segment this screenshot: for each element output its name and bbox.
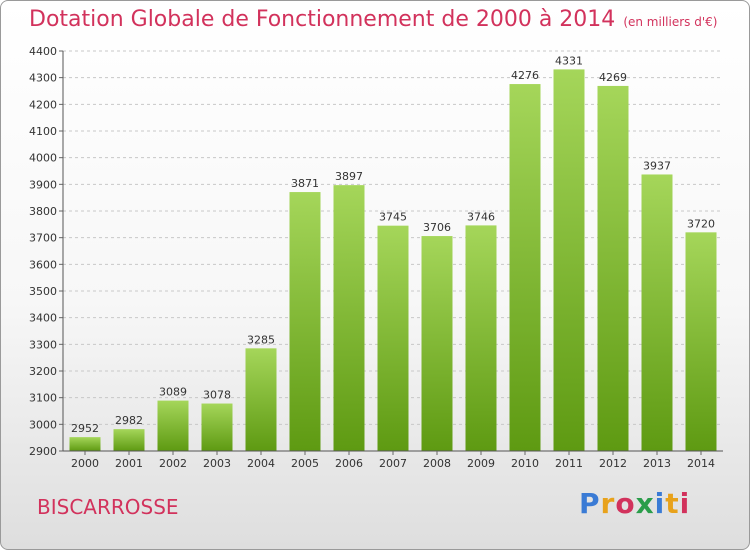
bar (421, 236, 453, 451)
y-tick-label: 3300 (29, 338, 57, 351)
y-tick-label: 3200 (29, 365, 57, 378)
bar (333, 185, 365, 451)
x-axis: 2000 2001 2002 2003 2004 2005 2006 2007 2008 2009… (63, 450, 723, 470)
bar-value-label: 3745 (379, 211, 407, 224)
bar-value-label: 3285 (247, 333, 275, 346)
bar-value-label: 4276 (511, 69, 539, 82)
bar (553, 69, 585, 452)
bar-value-label: 2952 (71, 422, 99, 435)
y-tick-label: 2900 (29, 445, 57, 458)
city-name: BISCARROSSE (37, 495, 179, 519)
bar-value-label: 3871 (291, 177, 319, 190)
bar (597, 85, 629, 451)
bar-value-label: 3706 (423, 221, 451, 234)
x-tick-label: 2002 (159, 457, 187, 470)
bar (245, 348, 277, 451)
bar-value-label: 3720 (687, 217, 715, 230)
y-tick-label: 3600 (29, 258, 57, 271)
chart-title: Dotation Globale de Fonctionnement de 20… (29, 7, 717, 32)
y-tick-label: 3700 (29, 232, 57, 245)
y-tick-label: 3500 (29, 285, 57, 298)
y-tick-label: 4000 (29, 152, 57, 165)
y-axis: 2900 3000 3100 3200 3300 3400 3500 3600 3700 3800… (29, 45, 64, 458)
y-tick-label: 3900 (29, 178, 57, 191)
bar-value-label: 3746 (467, 210, 495, 223)
y-tick-label: 4300 (29, 72, 57, 85)
bar-value-label: 3078 (203, 389, 231, 402)
x-tick-label: 2010 (511, 457, 539, 470)
x-tick-label: 2008 (423, 457, 451, 470)
bar-value-label: 4331 (555, 54, 583, 67)
chart-unit: (en milliers d'€) (623, 15, 718, 29)
bar (201, 403, 233, 451)
x-tick-label: 2000 (71, 457, 99, 470)
bar (377, 225, 409, 451)
x-tick-label: 2012 (599, 457, 627, 470)
chart-title-text: Dotation Globale de Fonctionnement de 20… (29, 7, 616, 32)
y-tick-label: 4100 (29, 125, 57, 138)
x-tick-label: 2014 (687, 457, 715, 470)
x-tick-label: 2004 (247, 457, 275, 470)
y-tick-label: 3100 (29, 392, 57, 405)
bar-value-label: 4269 (599, 71, 627, 84)
y-tick-label: 3800 (29, 205, 57, 218)
bar (69, 437, 101, 451)
x-tick-label: 2006 (335, 457, 363, 470)
y-tick-label: 3000 (29, 418, 57, 431)
bar (509, 84, 541, 452)
bar (289, 192, 321, 452)
bar-value-label: 3897 (335, 170, 363, 183)
bar (113, 429, 145, 451)
x-tick-label: 2003 (203, 457, 231, 470)
bar (465, 225, 497, 451)
x-tick-label: 2007 (379, 457, 407, 470)
y-tick-label: 4200 (29, 98, 57, 111)
x-tick-label: 2009 (467, 457, 495, 470)
bars: 2952 2982 3089 3078 3285 3871 3897 3745 3706 3746… (69, 54, 717, 452)
bar (157, 400, 189, 451)
bar-value-label: 3937 (643, 159, 671, 172)
x-tick-label: 2011 (555, 457, 583, 470)
bar-value-label: 3089 (159, 386, 187, 399)
bar-value-label: 2982 (115, 414, 143, 427)
bar (641, 174, 673, 451)
y-tick-label: 3400 (29, 312, 57, 325)
y-tick-label: 4400 (29, 45, 57, 58)
x-tick-label: 2005 (291, 457, 319, 470)
x-tick-label: 2001 (115, 457, 143, 470)
brand-logo: Proxiti (579, 487, 691, 520)
x-tick-label: 2013 (643, 457, 671, 470)
bar (685, 232, 717, 451)
